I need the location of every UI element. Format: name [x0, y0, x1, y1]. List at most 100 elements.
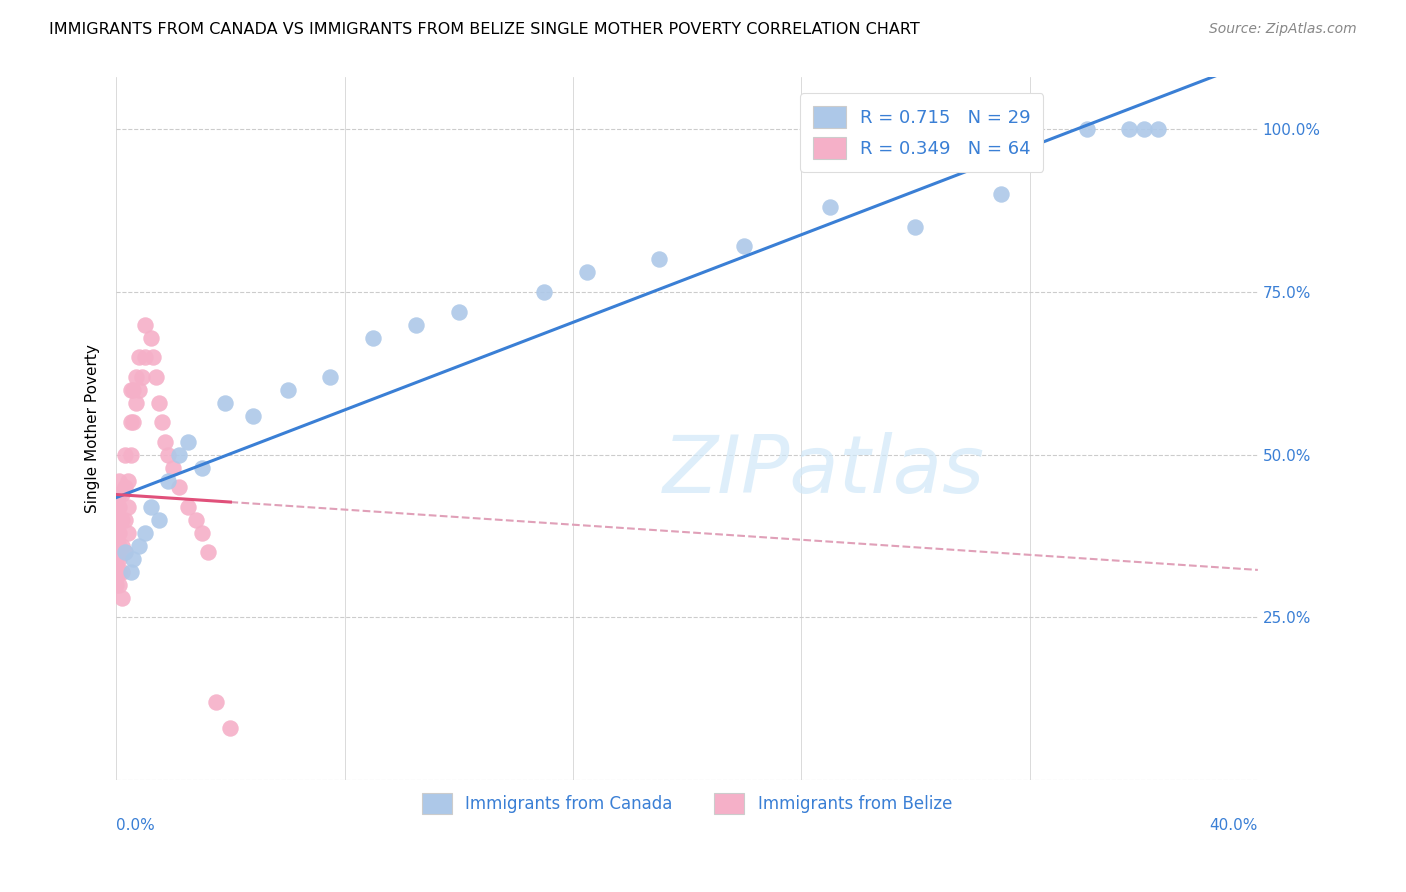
Point	[114, 545, 136, 559]
Text: Source: ZipAtlas.com: Source: ZipAtlas.com	[1209, 22, 1357, 37]
Point	[111, 539, 134, 553]
Point	[167, 480, 190, 494]
Point	[120, 383, 142, 397]
Point	[105, 500, 128, 514]
Point	[105, 506, 128, 520]
Point	[319, 369, 342, 384]
Text: IMMIGRANTS FROM CANADA VS IMMIGRANTS FROM BELIZE SINGLE MOTHER POVERTY CORRELATI: IMMIGRANTS FROM CANADA VS IMMIGRANTS FRO…	[49, 22, 920, 37]
Point	[148, 512, 170, 526]
Point	[576, 265, 599, 279]
Point	[150, 415, 173, 429]
Point	[134, 350, 156, 364]
Point	[105, 539, 128, 553]
Point	[1132, 122, 1154, 136]
Point	[111, 486, 134, 500]
Point	[117, 525, 139, 540]
Point	[108, 500, 131, 514]
Point	[105, 551, 128, 566]
Point	[128, 539, 150, 553]
Point	[122, 383, 145, 397]
Point	[167, 448, 190, 462]
Point	[114, 448, 136, 462]
Point	[214, 395, 236, 409]
Point	[105, 565, 128, 579]
Point	[139, 330, 162, 344]
Point	[108, 565, 131, 579]
Point	[105, 512, 128, 526]
Point	[120, 565, 142, 579]
Point	[142, 350, 165, 364]
Point	[105, 558, 128, 572]
Point	[134, 318, 156, 332]
Point	[242, 409, 264, 423]
Point	[128, 350, 150, 364]
Point	[1118, 122, 1140, 136]
Point	[108, 474, 131, 488]
Point	[117, 500, 139, 514]
Point	[122, 551, 145, 566]
Point	[111, 591, 134, 605]
Point	[131, 369, 153, 384]
Point	[128, 383, 150, 397]
Point	[108, 539, 131, 553]
Point	[114, 480, 136, 494]
Point	[361, 330, 384, 344]
Point	[122, 415, 145, 429]
Point	[125, 395, 148, 409]
Point	[904, 219, 927, 234]
Point	[134, 525, 156, 540]
Point	[533, 285, 555, 299]
Point	[105, 558, 128, 572]
Point	[114, 545, 136, 559]
Text: 40.0%: 40.0%	[1209, 818, 1258, 833]
Point	[176, 434, 198, 449]
Point	[145, 369, 167, 384]
Point	[108, 486, 131, 500]
Y-axis label: Single Mother Poverty: Single Mother Poverty	[86, 344, 100, 513]
Point	[120, 415, 142, 429]
Text: 0.0%: 0.0%	[117, 818, 155, 833]
Point	[156, 474, 179, 488]
Point	[105, 577, 128, 591]
Point	[1076, 122, 1098, 136]
Point	[108, 512, 131, 526]
Point	[156, 448, 179, 462]
Point	[117, 474, 139, 488]
Point	[148, 395, 170, 409]
Point	[1147, 122, 1170, 136]
Point	[108, 577, 131, 591]
Point	[447, 304, 470, 318]
Point	[276, 383, 298, 397]
Point	[186, 512, 208, 526]
Point	[108, 551, 131, 566]
Point	[405, 318, 427, 332]
Point	[105, 551, 128, 566]
Point	[205, 695, 228, 709]
Point	[105, 532, 128, 546]
Point	[197, 545, 219, 559]
Point	[139, 500, 162, 514]
Text: ZIPatlas: ZIPatlas	[664, 432, 986, 509]
Point	[153, 434, 176, 449]
Point	[990, 187, 1012, 202]
Point	[120, 448, 142, 462]
Point	[114, 512, 136, 526]
Point	[105, 519, 128, 533]
Legend: Immigrants from Canada, Immigrants from Belize: Immigrants from Canada, Immigrants from …	[415, 787, 959, 821]
Point	[733, 239, 755, 253]
Point	[105, 571, 128, 585]
Point	[219, 721, 242, 735]
Point	[647, 252, 669, 267]
Point	[105, 525, 128, 540]
Point	[111, 512, 134, 526]
Point	[191, 460, 214, 475]
Point	[176, 500, 198, 514]
Point	[191, 525, 214, 540]
Point	[162, 460, 184, 475]
Point	[818, 201, 841, 215]
Point	[125, 369, 148, 384]
Point	[105, 512, 128, 526]
Point	[105, 545, 128, 559]
Point	[111, 565, 134, 579]
Point	[108, 525, 131, 540]
